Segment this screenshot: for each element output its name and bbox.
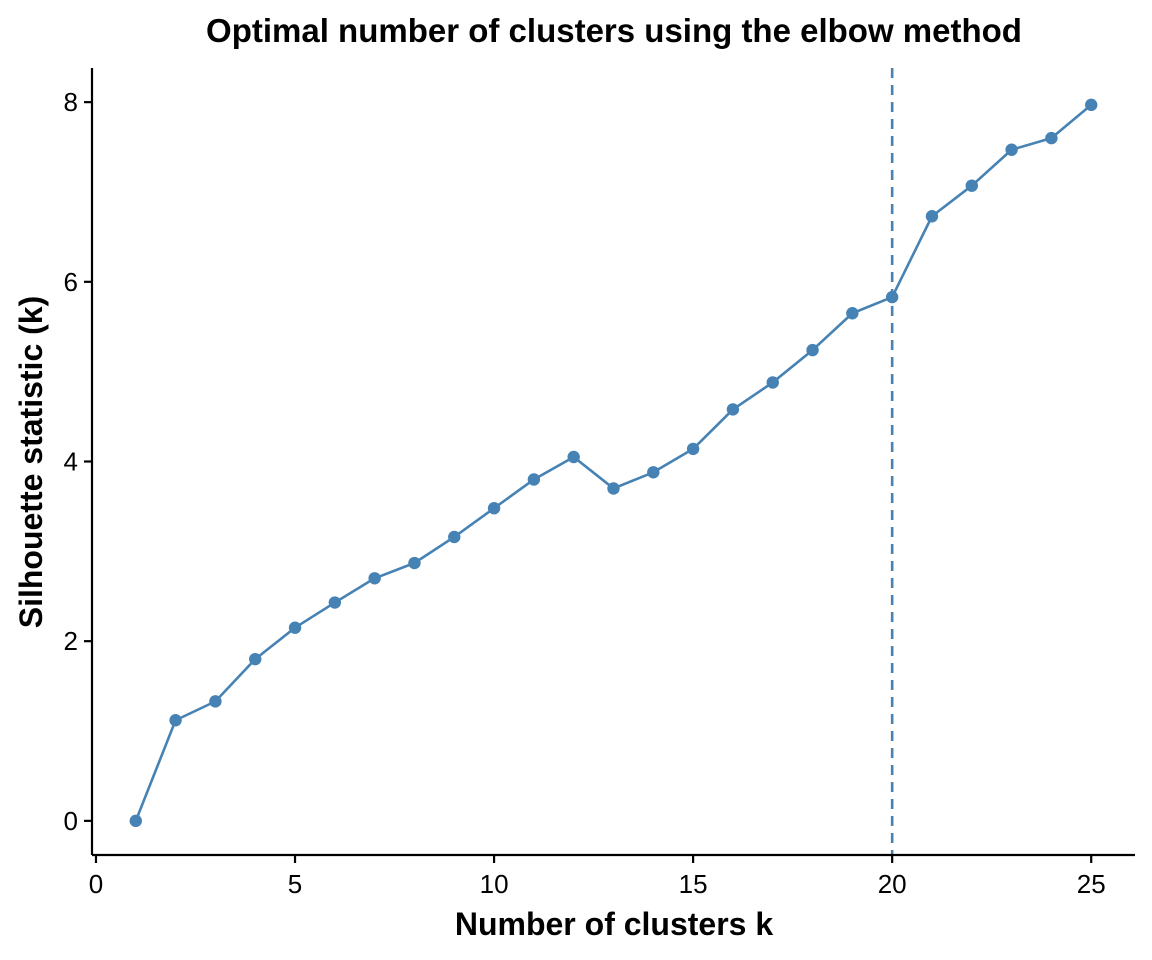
x-axis-title: Number of clusters k (455, 906, 774, 942)
x-tick-label: 20 (878, 869, 907, 899)
data-point-k-18 (806, 343, 819, 357)
x-tick-label: 5 (288, 869, 302, 899)
data-point-k-25 (1085, 98, 1098, 112)
data-point-k-3 (209, 695, 222, 708)
data-point-k-22 (965, 179, 978, 192)
data-point-k-11 (527, 473, 541, 486)
data-point-k-14 (647, 466, 660, 479)
data-point-k-16 (726, 403, 740, 416)
data-point-k-19 (846, 307, 859, 320)
y-axis-title: Silhouette statistic (k) (13, 296, 49, 629)
data-point-k-10 (487, 502, 501, 515)
data-point-k-6 (328, 596, 342, 609)
y-tick-label: 0 (64, 806, 78, 836)
data-point-k-5 (288, 621, 302, 634)
data-point-k-17 (766, 376, 779, 389)
x-axis-ticks: 0 5 10 15 20 25 (89, 855, 1106, 899)
plot-area (129, 68, 1098, 855)
data-point-k-12 (567, 450, 580, 464)
data-point-k-8 (408, 556, 421, 570)
data-point-k-2 (169, 714, 182, 727)
x-tick-label: 15 (679, 869, 708, 899)
data-point-k-4 (249, 652, 262, 666)
data-point-k-9 (448, 530, 461, 544)
chart-title: Optimal number of clusters using the elb… (206, 12, 1022, 49)
y-tick-label: 2 (64, 626, 78, 656)
y-axis-ticks: 0 2 4 6 8 (64, 87, 92, 836)
data-point-k-20 (885, 290, 899, 304)
data-point-k-15 (686, 442, 700, 456)
x-tick-label: 10 (480, 869, 509, 899)
data-point-k-23 (1005, 143, 1018, 156)
data-point-k-24 (1045, 131, 1058, 145)
y-tick-label: 4 (64, 447, 78, 477)
x-tick-label: 0 (89, 869, 103, 899)
data-point-k-1 (129, 814, 142, 828)
data-point-k-21 (925, 210, 939, 223)
y-tick-label: 6 (64, 267, 78, 297)
x-tick-label: 25 (1077, 869, 1106, 899)
data-point-k-7 (368, 572, 381, 585)
data-point-k-13 (607, 482, 620, 495)
y-tick-label: 8 (64, 87, 78, 117)
